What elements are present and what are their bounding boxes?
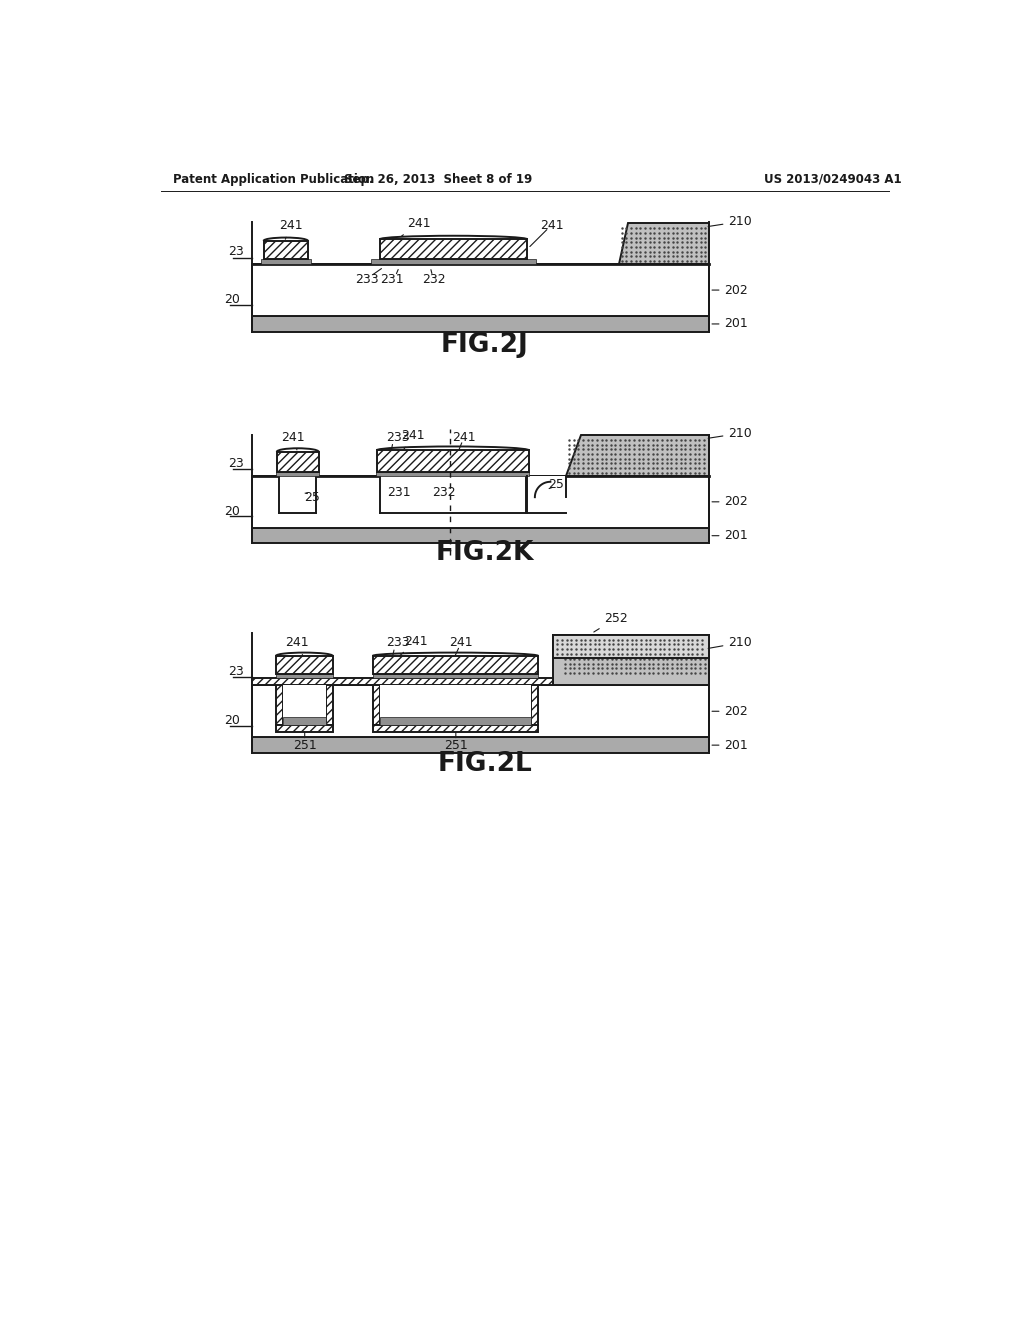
Bar <box>371 259 537 264</box>
Bar <box>531 678 538 725</box>
Bar <box>527 475 566 512</box>
Bar <box>252 264 710 317</box>
Text: 233: 233 <box>386 430 410 444</box>
Bar <box>377 450 528 471</box>
Polygon shape <box>618 223 710 264</box>
Text: 23: 23 <box>228 457 245 470</box>
Text: 232: 232 <box>422 273 445 286</box>
Text: 232: 232 <box>432 486 456 499</box>
Bar <box>373 656 538 675</box>
Text: 241: 241 <box>450 636 473 649</box>
Bar <box>252 678 553 685</box>
Bar <box>283 685 326 725</box>
Text: FIG.2L: FIG.2L <box>437 751 531 777</box>
Bar <box>252 738 710 752</box>
Bar <box>283 685 326 725</box>
Bar <box>373 675 538 678</box>
Text: 231: 231 <box>387 486 411 499</box>
Text: FIG.2K: FIG.2K <box>435 540 534 566</box>
Bar <box>263 240 308 259</box>
Text: 241: 241 <box>399 635 428 656</box>
Text: 251: 251 <box>293 739 316 751</box>
Text: 231: 231 <box>380 273 403 286</box>
Text: 201: 201 <box>712 529 749 543</box>
Bar <box>252 685 710 738</box>
Bar <box>380 718 531 725</box>
Text: 201: 201 <box>712 739 749 751</box>
Bar <box>280 475 316 512</box>
Bar <box>276 451 318 471</box>
Text: 202: 202 <box>712 705 749 718</box>
Text: 233: 233 <box>386 636 410 649</box>
Text: 241: 241 <box>401 218 430 236</box>
Bar <box>252 317 710 331</box>
Text: 241: 241 <box>452 430 475 444</box>
Text: 210: 210 <box>709 215 752 228</box>
Polygon shape <box>566 434 710 475</box>
Text: 210: 210 <box>709 426 752 440</box>
Text: 241: 241 <box>285 636 309 656</box>
Bar <box>373 678 380 725</box>
Text: US 2013/0249043 A1: US 2013/0249043 A1 <box>764 173 901 186</box>
Bar <box>380 475 525 512</box>
Bar <box>283 718 326 725</box>
Bar <box>276 471 319 475</box>
Text: 201: 201 <box>712 317 749 330</box>
Text: 234: 234 <box>500 240 523 253</box>
Text: 20: 20 <box>224 504 241 517</box>
Text: 25': 25' <box>549 478 568 491</box>
Text: 20: 20 <box>224 293 241 306</box>
Text: 233: 233 <box>355 273 379 286</box>
Bar <box>276 675 333 678</box>
Text: 241: 241 <box>279 219 302 239</box>
Bar <box>380 239 527 259</box>
Bar <box>276 678 283 725</box>
Text: 241: 241 <box>282 430 305 450</box>
Text: 20: 20 <box>224 714 241 727</box>
Bar <box>376 471 529 475</box>
Bar <box>260 259 311 264</box>
Text: 232: 232 <box>434 696 458 709</box>
Text: 241: 241 <box>541 219 564 232</box>
Text: Patent Application Publication: Patent Application Publication <box>173 173 374 186</box>
Text: 23: 23 <box>228 665 245 677</box>
Text: 210: 210 <box>709 636 752 649</box>
Text: 241: 241 <box>401 429 425 450</box>
Text: 251: 251 <box>444 739 468 751</box>
Bar <box>276 656 333 675</box>
Bar <box>252 475 710 528</box>
Bar <box>252 528 710 544</box>
Text: 202: 202 <box>712 284 749 297</box>
Bar <box>380 685 531 725</box>
Text: 231: 231 <box>389 696 413 709</box>
Bar <box>276 725 333 733</box>
Bar <box>326 678 333 725</box>
Text: FIG.2J: FIG.2J <box>440 331 528 358</box>
Bar <box>553 635 710 659</box>
Text: 252: 252 <box>594 611 628 632</box>
Text: Sep. 26, 2013  Sheet 8 of 19: Sep. 26, 2013 Sheet 8 of 19 <box>344 173 532 186</box>
Bar <box>553 635 710 685</box>
Text: 202: 202 <box>712 495 749 508</box>
Text: 25: 25 <box>304 491 319 504</box>
Bar <box>380 685 531 725</box>
Text: 23: 23 <box>228 246 245 259</box>
Bar <box>373 725 538 733</box>
